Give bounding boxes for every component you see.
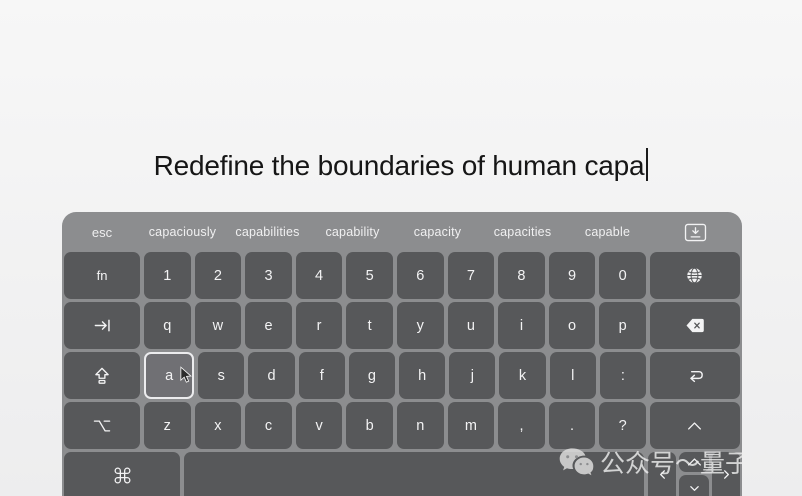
key-f[interactable]: f bbox=[298, 352, 345, 399]
option-icon bbox=[92, 418, 112, 434]
esc-key[interactable]: esc bbox=[91, 224, 113, 240]
delete-icon bbox=[684, 317, 706, 334]
key-question[interactable]: ? bbox=[599, 402, 646, 449]
arrow-right-key[interactable] bbox=[712, 452, 740, 496]
suggestion-capabilities[interactable]: capabilities bbox=[235, 225, 300, 239]
globe-key[interactable] bbox=[649, 252, 740, 299]
key-g[interactable]: g bbox=[348, 352, 396, 399]
arrow-down-key[interactable] bbox=[679, 475, 709, 496]
chevron-down-icon bbox=[689, 483, 700, 494]
key-j[interactable]: j bbox=[449, 352, 496, 399]
globe-icon bbox=[685, 266, 704, 285]
key-8[interactable]: 8 bbox=[498, 252, 545, 299]
key-4[interactable]: 4 bbox=[295, 252, 343, 299]
key-b[interactable]: b bbox=[346, 402, 393, 449]
arrow-keys-cluster bbox=[648, 452, 740, 496]
key-t[interactable]: t bbox=[346, 302, 393, 349]
option-key[interactable] bbox=[64, 402, 140, 449]
suggestion-capacities[interactable]: capacities bbox=[493, 225, 552, 239]
key-comma[interactable]: , bbox=[498, 402, 545, 449]
suggestion-capability[interactable]: capability bbox=[325, 225, 380, 239]
return-icon bbox=[685, 366, 706, 385]
arrow-up-key[interactable] bbox=[679, 452, 709, 472]
key-v[interactable]: v bbox=[295, 402, 343, 449]
caps-lock-key[interactable] bbox=[64, 352, 140, 399]
suggestion-capaciously[interactable]: capaciously bbox=[148, 225, 217, 239]
chevron-left-icon bbox=[657, 469, 668, 480]
suggestion-capable[interactable]: capable bbox=[584, 225, 631, 239]
keyboard-row-4: z x c v b n m,.? bbox=[62, 402, 742, 449]
key-z[interactable]: z bbox=[144, 402, 191, 449]
text-caret bbox=[646, 148, 649, 181]
return-key[interactable] bbox=[650, 352, 741, 399]
key-1[interactable]: 1 bbox=[144, 252, 191, 299]
key-a[interactable]: a bbox=[144, 352, 195, 399]
key-s[interactable]: s bbox=[198, 352, 245, 399]
keyboard-bottom-row bbox=[62, 452, 742, 496]
caps-lock-icon bbox=[93, 366, 111, 386]
hide-keyboard-icon bbox=[684, 223, 707, 242]
arrow-left-key[interactable] bbox=[648, 452, 676, 496]
key-i[interactable]: i bbox=[498, 302, 545, 349]
suggestion-bar: esc capaciously capabilities capability cap… bbox=[62, 212, 742, 252]
key-period[interactable]: . bbox=[548, 402, 596, 449]
key-7[interactable]: 7 bbox=[447, 252, 495, 299]
key-o[interactable]: o bbox=[548, 302, 596, 349]
space-key[interactable] bbox=[184, 452, 644, 496]
key-3[interactable]: 3 bbox=[245, 252, 292, 299]
delete-key[interactable] bbox=[649, 302, 740, 349]
command-key[interactable] bbox=[64, 452, 180, 496]
key-r[interactable]: r bbox=[295, 302, 343, 349]
tab-key[interactable] bbox=[64, 302, 140, 349]
key-x[interactable]: x bbox=[194, 402, 242, 449]
key-u[interactable]: u bbox=[447, 302, 495, 349]
key-6[interactable]: 6 bbox=[396, 252, 444, 299]
tab-icon bbox=[93, 316, 112, 335]
suggestion-words: capaciously capabilities capability capacit… bbox=[140, 225, 650, 239]
key-e[interactable]: e bbox=[245, 302, 292, 349]
key-colon[interactable]: : bbox=[599, 352, 647, 399]
key-d[interactable]: d bbox=[248, 352, 295, 399]
keyboard-row-1: fn 1 2 3 4 5 6 7 8 9 0 bbox=[62, 252, 742, 299]
chevron-up-icon bbox=[686, 421, 703, 431]
fn-key[interactable]: fn bbox=[64, 252, 140, 299]
command-icon bbox=[113, 466, 132, 485]
key-l[interactable]: l bbox=[549, 352, 596, 399]
suggestion-capacity[interactable]: capacity bbox=[413, 225, 462, 239]
onscreen-keyboard: esc capaciously capabilities capability cap… bbox=[62, 212, 742, 496]
key-w[interactable]: w bbox=[194, 302, 242, 349]
key-y[interactable]: y bbox=[396, 302, 444, 349]
dismiss-keyboard-button[interactable] bbox=[650, 223, 740, 242]
mouse-cursor bbox=[179, 366, 192, 390]
key-n[interactable]: n bbox=[396, 402, 444, 449]
key-9[interactable]: 9 bbox=[548, 252, 596, 299]
key-m[interactable]: m bbox=[447, 402, 495, 449]
typed-text-line: Redefine the boundaries of human capa bbox=[0, 146, 802, 186]
key-k[interactable]: k bbox=[499, 352, 546, 399]
shift-key[interactable] bbox=[649, 402, 740, 449]
chevron-up-icon bbox=[686, 457, 703, 467]
key-0[interactable]: 0 bbox=[599, 252, 646, 299]
key-h[interactable]: h bbox=[399, 352, 446, 399]
key-c[interactable]: c bbox=[245, 402, 292, 449]
key-5[interactable]: 5 bbox=[346, 252, 393, 299]
typed-text: Redefine the boundaries of human capa bbox=[153, 150, 645, 181]
chevron-right-icon bbox=[721, 469, 732, 480]
key-2[interactable]: 2 bbox=[194, 252, 242, 299]
key-p[interactable]: p bbox=[599, 302, 646, 349]
key-q[interactable]: q bbox=[144, 302, 191, 349]
